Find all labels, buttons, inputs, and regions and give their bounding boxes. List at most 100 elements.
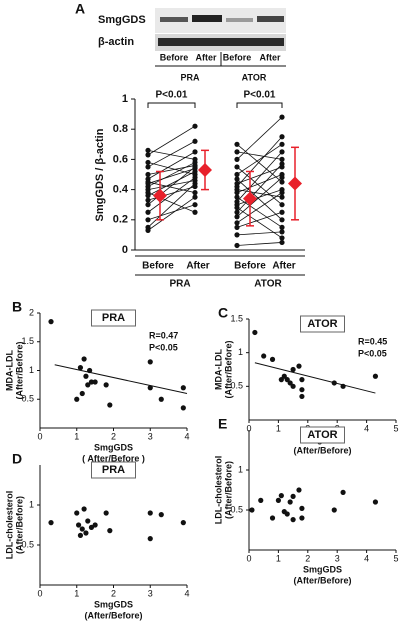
- pair-line: [147, 149, 196, 160]
- x-tick-label: 1: [74, 431, 79, 441]
- pair-line: [147, 183, 196, 228]
- point: [192, 159, 198, 166]
- point: [180, 520, 186, 526]
- point: [299, 515, 305, 521]
- y-tick-label: 0.5: [230, 504, 243, 514]
- point: [279, 179, 285, 185]
- point: [192, 174, 198, 181]
- x-axis-label: SmgGDS: [94, 599, 133, 609]
- point: [192, 138, 198, 144]
- significance-bracket: [147, 102, 196, 108]
- box-label: ATOR: [307, 318, 337, 330]
- label-box: [300, 426, 345, 444]
- point: [279, 141, 285, 147]
- x-tick-label: 1: [276, 553, 281, 563]
- point: [234, 194, 240, 200]
- point: [48, 520, 54, 526]
- panel-letter: D: [12, 451, 22, 467]
- pair-line: [236, 151, 283, 160]
- box-label: PRA: [102, 464, 125, 476]
- point: [234, 164, 240, 170]
- trend-line: [54, 364, 188, 394]
- point: [192, 168, 198, 175]
- point: [87, 367, 93, 374]
- point: [278, 377, 284, 383]
- point: [81, 506, 87, 512]
- point: [234, 176, 240, 182]
- point: [269, 356, 276, 362]
- y-tick-label: 0.5: [230, 381, 243, 391]
- y-tick-label: 1: [238, 464, 243, 474]
- box-label: PRA: [102, 312, 125, 324]
- point: [74, 510, 80, 516]
- mean-marker: [153, 188, 167, 203]
- panel-letter: C: [218, 305, 228, 321]
- point: [147, 385, 153, 391]
- label-box: [91, 461, 136, 479]
- point: [252, 329, 258, 336]
- lane-label: After: [259, 52, 280, 62]
- panel-letter: B: [12, 299, 22, 315]
- x-tick-label: 3: [148, 431, 153, 441]
- x-tick-label: 0: [37, 431, 42, 441]
- point: [145, 159, 151, 166]
- point: [85, 382, 91, 388]
- point: [331, 380, 337, 386]
- point: [147, 510, 153, 516]
- panel-letter: A: [75, 1, 85, 17]
- significance-label: P<0.01: [156, 90, 188, 101]
- y-tick-label: 0.6: [113, 153, 128, 165]
- group-label: PRA: [169, 279, 190, 290]
- blot-band: [257, 16, 284, 22]
- point: [158, 396, 164, 402]
- significance-label: P<0.01: [244, 90, 276, 101]
- point: [192, 190, 198, 196]
- x-tick-label: 3: [148, 588, 153, 598]
- pair-line: [147, 204, 196, 221]
- y-tick-label: 1: [122, 93, 128, 105]
- point: [287, 380, 293, 386]
- point: [299, 393, 305, 400]
- point: [279, 156, 285, 162]
- pair-line: [236, 151, 283, 202]
- y-tick-label: 0.4: [113, 184, 129, 196]
- pair-line: [236, 192, 283, 224]
- point: [77, 365, 84, 371]
- point: [234, 171, 240, 178]
- pair-line: [236, 231, 283, 236]
- y-tick-label: 0.2: [113, 214, 128, 226]
- mean-marker: [198, 162, 212, 177]
- pair-line: [236, 136, 283, 187]
- point: [278, 493, 284, 499]
- group-label: ATOR: [254, 279, 282, 290]
- point: [234, 141, 240, 147]
- pair-line: [236, 207, 283, 239]
- point: [92, 522, 98, 528]
- point: [234, 190, 240, 196]
- pair-line: [147, 196, 196, 231]
- x-tick-label: 0: [37, 588, 42, 598]
- pair-line: [236, 189, 283, 198]
- pair-line: [147, 151, 196, 180]
- point: [192, 194, 198, 200]
- point: [192, 164, 198, 170]
- point: [279, 134, 285, 140]
- point: [81, 356, 87, 362]
- point: [234, 242, 240, 249]
- trend-line: [254, 362, 376, 394]
- point: [279, 114, 285, 120]
- y-axis-label: MDA-LDL: [213, 349, 223, 390]
- point: [279, 224, 285, 230]
- point: [147, 359, 153, 365]
- y-axis-label: (After/Before): [14, 341, 24, 399]
- point: [234, 220, 240, 226]
- y-tick-label: 0: [122, 244, 128, 256]
- y-tick-label: 2: [29, 307, 34, 317]
- x-tick-label: 1: [74, 588, 79, 598]
- y-axis-label: SmgGDS / β-actin: [94, 128, 106, 221]
- point: [88, 524, 95, 531]
- point: [192, 180, 198, 187]
- pair-line: [236, 211, 283, 228]
- point: [88, 379, 95, 385]
